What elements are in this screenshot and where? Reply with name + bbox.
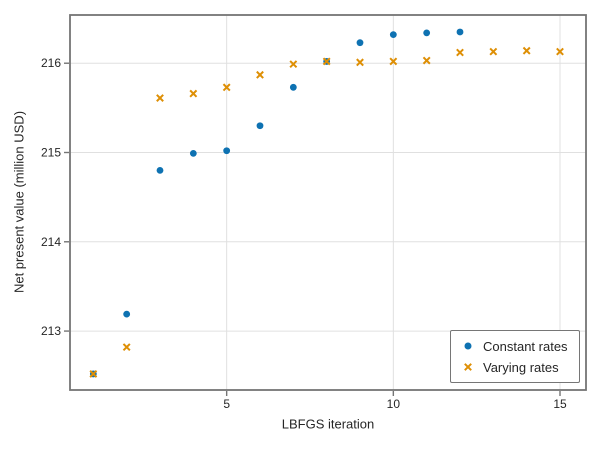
axes-spines bbox=[69, 14, 587, 391]
data-point-constant-rates bbox=[189, 149, 197, 157]
legend-item-constant-rates: Constant rates bbox=[460, 336, 579, 357]
x-tick-label: 5 bbox=[223, 397, 230, 411]
data-point-varying-rates bbox=[556, 47, 564, 56]
y-tick-label: 214 bbox=[41, 235, 61, 249]
data-point-varying-rates bbox=[189, 89, 198, 98]
y-tick-label: 216 bbox=[41, 56, 61, 70]
data-point-varying-rates bbox=[322, 57, 331, 66]
legend-item-varying-rates: Varying rates bbox=[460, 357, 579, 378]
data-point-varying-rates bbox=[489, 47, 498, 56]
legend-label-constant-rates: Constant rates bbox=[483, 338, 568, 354]
data-point-constant-rates bbox=[389, 31, 397, 39]
data-point-varying-rates bbox=[356, 58, 364, 67]
data-point-varying-rates bbox=[156, 94, 164, 102]
data-point-constant-rates bbox=[423, 29, 431, 37]
data-point-varying-rates bbox=[122, 343, 131, 352]
data-point-constant-rates bbox=[289, 83, 297, 91]
legend-marker-x-icon bbox=[464, 363, 472, 371]
data-point-constant-rates bbox=[356, 39, 364, 47]
y-axis-label: Net present value (million USD) bbox=[11, 110, 27, 294]
data-point-varying-rates bbox=[422, 56, 431, 65]
y-tick-label: 213 bbox=[41, 324, 61, 338]
y-tick-label: 215 bbox=[41, 146, 61, 160]
data-point-varying-rates bbox=[522, 46, 531, 55]
data-point-constant-rates bbox=[456, 28, 464, 36]
legend-marker-circle-icon bbox=[464, 342, 472, 350]
legend: Constant rates Varying rates bbox=[450, 330, 580, 383]
x-axis-label: LBFGS iteration bbox=[281, 416, 375, 432]
x-tick-label: 15 bbox=[553, 397, 567, 411]
data-point-varying-rates bbox=[222, 83, 231, 92]
data-point-varying-rates bbox=[289, 60, 298, 69]
legend-label-varying-rates: Varying rates bbox=[483, 359, 559, 375]
data-point-constant-rates bbox=[256, 122, 264, 130]
data-point-constant-rates bbox=[223, 147, 231, 155]
x-tick-label: 10 bbox=[387, 397, 401, 411]
data-point-varying-rates bbox=[456, 48, 464, 57]
data-point-varying-rates bbox=[389, 57, 398, 66]
data-point-varying-rates bbox=[89, 370, 98, 378]
data-point-constant-rates bbox=[156, 166, 164, 174]
data-point-varying-rates bbox=[256, 70, 264, 79]
data-point-constant-rates bbox=[123, 310, 131, 318]
